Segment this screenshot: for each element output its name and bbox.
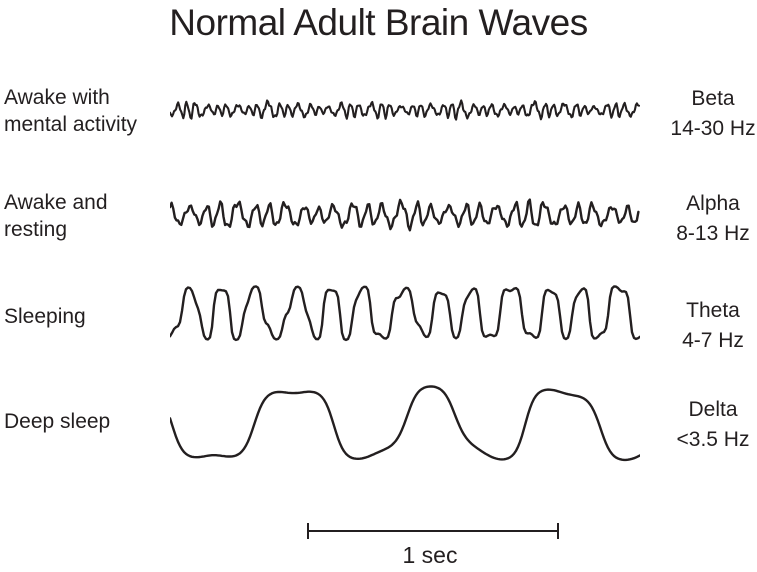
condition-label-beta: Awake with mental activity (4, 86, 138, 136)
wave-name-beta: Beta (691, 87, 735, 110)
wave-trace-alpha (170, 198, 640, 232)
wave-trace-beta (170, 99, 640, 121)
wave-range-delta: <3.5 Hz (676, 428, 750, 451)
condition-label-delta: Deep sleep (4, 410, 111, 433)
diagram-title: Normal Adult Brain Waves (169, 2, 588, 43)
frequency-label-alpha: Alpha 8-13 Hz (648, 189, 757, 249)
wave-name-delta: Delta (688, 398, 738, 421)
delta-waveform-path (170, 385, 640, 462)
wave-range-beta: 14-30 Hz (670, 117, 756, 140)
wave-range-alpha: 8-13 Hz (676, 222, 750, 245)
wave-name-theta: Theta (686, 299, 740, 322)
frequency-label-beta: Beta 14-30 Hz (648, 84, 757, 144)
wave-name-alpha: Alpha (686, 192, 740, 215)
alpha-waveform-path (170, 198, 640, 232)
condition-label-theta: Sleeping (4, 305, 86, 328)
wave-range-theta: 4-7 Hz (682, 329, 744, 352)
wave-trace-theta (170, 285, 640, 342)
theta-waveform-path (170, 285, 640, 342)
frequency-label-delta: Delta <3.5 Hz (648, 395, 757, 455)
frequency-label-theta: Theta 4-7 Hz (648, 296, 757, 356)
scale-bar-label: 1 sec (402, 542, 458, 568)
beta-waveform-path (170, 99, 640, 121)
time-scale-bar (307, 523, 559, 539)
condition-label-alpha: Awake and resting (4, 191, 108, 241)
wave-trace-delta (170, 385, 640, 462)
